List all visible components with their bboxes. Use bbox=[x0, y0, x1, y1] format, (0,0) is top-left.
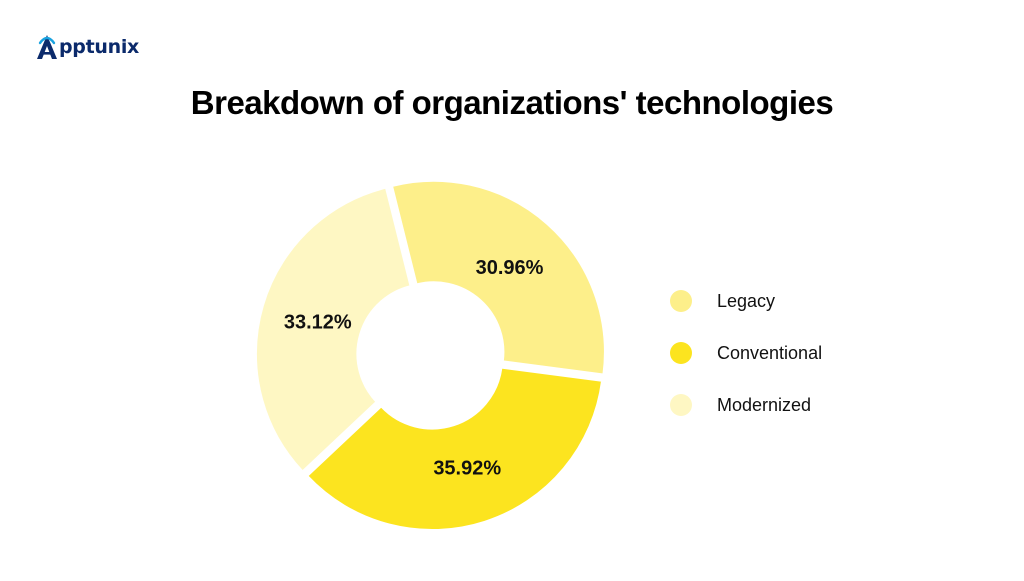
legend-item-conventional: Conventional bbox=[670, 340, 822, 366]
slice-label-conventional: 35.92% bbox=[433, 457, 501, 479]
slice-modernized bbox=[255, 187, 412, 473]
legend-item-legacy: Legacy bbox=[670, 288, 822, 314]
legend-label-modernized: Modernized bbox=[717, 394, 812, 415]
legend-label-conventional: Conventional bbox=[717, 342, 823, 363]
legend-swatch-legacy bbox=[670, 290, 692, 312]
chart-title: Breakdown of organizations' technologies bbox=[190, 84, 834, 121]
donut-labels: 30.96% 35.92% 33.12% bbox=[284, 257, 544, 479]
apptunix-a-logo-icon bbox=[37, 35, 57, 59]
donut-slices bbox=[255, 180, 606, 531]
slice-legacy bbox=[391, 180, 606, 376]
slice-label-legacy: 30.96% bbox=[476, 257, 544, 279]
logo-text: pptunix bbox=[59, 36, 140, 58]
legend-label-legacy: Legacy bbox=[717, 290, 776, 311]
legend-item-modernized: Modernized bbox=[670, 392, 822, 418]
slice-label-modernized: 33.12% bbox=[284, 312, 352, 334]
legend-swatch-modernized bbox=[670, 394, 692, 416]
chart-legend: Legacy Conventional Modernized bbox=[670, 288, 822, 444]
legend-swatch-conventional bbox=[670, 342, 692, 364]
slice-conventional bbox=[306, 367, 603, 531]
apptunix-logo: pptunix bbox=[36, 28, 139, 60]
